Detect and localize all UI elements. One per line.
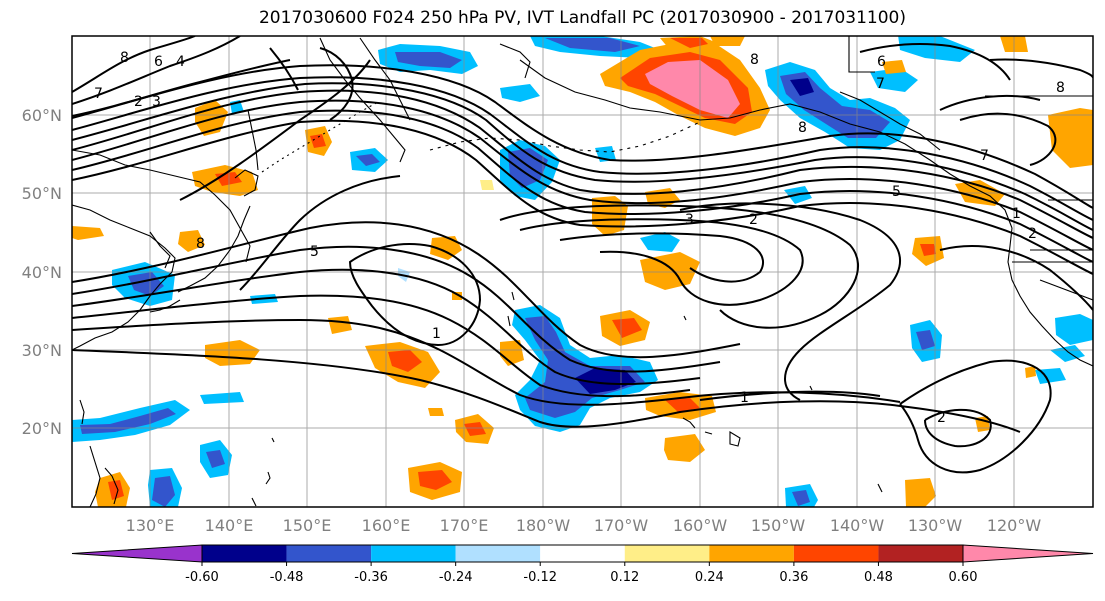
- colorbar-swatch: [371, 545, 456, 562]
- colorbar-tick-label: 0.48: [864, 570, 893, 585]
- svg-text:2: 2: [134, 94, 143, 110]
- svg-text:7: 7: [94, 86, 103, 102]
- colorbar-tick-label: 0.12: [610, 570, 639, 585]
- svg-text:6: 6: [154, 54, 163, 70]
- lon-label: 140°W: [830, 516, 885, 535]
- coastlines: [72, 36, 1093, 507]
- colorbar-swatch: [878, 545, 963, 562]
- latitude-labels: 60°N 50°N 40°N 30°N 20°N: [22, 106, 62, 438]
- colorbar-swatch: [540, 545, 625, 562]
- svg-text:5: 5: [892, 184, 901, 200]
- lon-label: 150°E: [283, 516, 332, 535]
- lat-label-40n: 40°N: [22, 263, 62, 282]
- lon-label: 160°W: [673, 516, 728, 535]
- svg-text:5: 5: [310, 244, 319, 260]
- lat-label-50n: 50°N: [22, 184, 62, 203]
- pv-contours: [72, 36, 1093, 474]
- contour-labels: 8 6 4 7 2 3 8 5 1 1 2 3 2 5 8 7 6 8 7 1 …: [94, 50, 1065, 426]
- lat-label-20n: 20°N: [22, 419, 62, 438]
- svg-text:3: 3: [685, 212, 694, 228]
- colorbar-border: [201, 544, 964, 563]
- lon-label: 140°E: [205, 516, 254, 535]
- svg-text:3: 3: [152, 94, 161, 110]
- pv-anomaly-fill: [72, 36, 1093, 507]
- svg-text:2: 2: [937, 410, 946, 426]
- colorbar-swatch: [709, 545, 794, 562]
- lat-label-60n: 60°N: [22, 106, 62, 125]
- colorbar-swatch: [202, 545, 287, 562]
- colorbar-tick-label: 0.24: [695, 570, 724, 585]
- longitude-labels: 130°E 140°E 150°E 160°E 170°E 180°W 170°…: [126, 516, 1042, 535]
- lon-label: 180°W: [516, 516, 571, 535]
- svg-text:4: 4: [176, 54, 185, 70]
- colorbar-swatch: [624, 545, 710, 562]
- negative-anomaly-fill: [72, 36, 1093, 507]
- lon-label: 170°E: [440, 516, 489, 535]
- map-frame: [71, 35, 1094, 508]
- colorbar-tick-label: -0.36: [354, 570, 388, 585]
- colorbar-extend-low: [71, 544, 203, 563]
- lat-label-30n: 30°N: [22, 341, 62, 360]
- colorbar-tick-label: 0.60: [949, 570, 978, 585]
- lon-label: 150°W: [751, 516, 806, 535]
- svg-text:8: 8: [750, 52, 759, 68]
- lon-label: 130°W: [908, 516, 963, 535]
- colorbar-swatch: [286, 545, 372, 562]
- map-title: 2017030600 F024 250 hPa PV, IVT Landfall…: [258, 8, 906, 28]
- svg-text:8: 8: [120, 50, 129, 66]
- svg-text:8: 8: [196, 236, 205, 252]
- lat-lon-grid: [72, 36, 1093, 507]
- svg-text:1: 1: [432, 326, 441, 342]
- lon-label: 130°E: [126, 516, 175, 535]
- svg-text:7: 7: [876, 76, 885, 92]
- svg-text:8: 8: [1056, 80, 1065, 96]
- lon-label: 170°W: [594, 516, 649, 535]
- colorbar-tick-label: -0.12: [523, 570, 557, 585]
- colorbar-tick-label: 0.36: [779, 570, 808, 585]
- svg-text:2: 2: [749, 212, 758, 228]
- svg-text:8: 8: [798, 120, 807, 136]
- colorbar: -0.60 -0.48 -0.36 -0.24 -0.12 0.12 0.24 0.36 0.4…: [71, 544, 1094, 585]
- lon-label: 160°E: [362, 516, 411, 535]
- colorbar-swatch: [793, 545, 879, 562]
- svg-text:1: 1: [1012, 206, 1021, 222]
- svg-text:1: 1: [740, 390, 749, 406]
- colorbar-extend-high: [962, 544, 1094, 563]
- svg-text:2: 2: [1028, 226, 1037, 242]
- svg-text:7: 7: [980, 148, 989, 164]
- svg-text:6: 6: [877, 54, 886, 70]
- colorbar-tick-label: -0.24: [439, 570, 473, 585]
- colorbar-tick-label: -0.48: [270, 570, 304, 585]
- colorbar-tick-label: -0.60: [185, 570, 219, 585]
- lon-label: 120°W: [987, 516, 1042, 535]
- colorbar-swatch: [455, 545, 541, 562]
